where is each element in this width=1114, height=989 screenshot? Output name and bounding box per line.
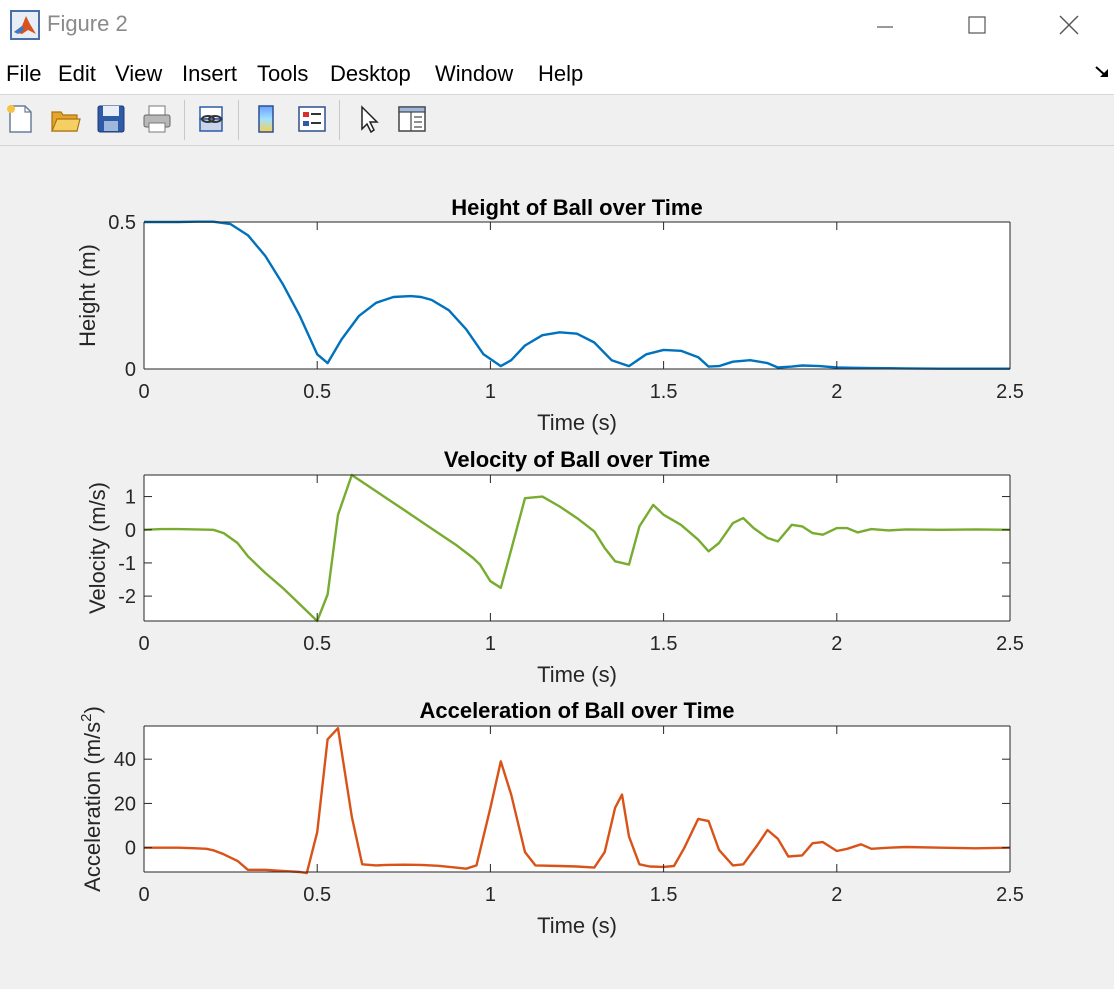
minimize-icon [877, 26, 893, 28]
save-icon [97, 105, 125, 133]
x-tick-label: 0 [138, 633, 149, 655]
colorbar-icon [258, 105, 274, 133]
legend-icon [298, 106, 326, 132]
x-axis-label: Time (s) [537, 662, 617, 687]
menu-file[interactable]: File [6, 61, 42, 86]
series-line [144, 220, 1010, 370]
pointer-icon [361, 105, 379, 134]
menu-window[interactable]: Window [435, 61, 514, 86]
x-tick-label: 0.5 [303, 381, 331, 403]
menu-help[interactable]: Help [538, 61, 584, 86]
series-line [144, 727, 1011, 875]
print-button[interactable] [139, 100, 175, 138]
axes-1: 0 0.5 1 1.5 2 2.5 0 0.5 Height of Ball over Time… [75, 195, 1024, 435]
y-tick-label: -2 [118, 586, 136, 608]
toolbar [0, 94, 1114, 146]
insert-legend-button[interactable] [294, 100, 330, 138]
y-tick-label: -1 [118, 553, 136, 575]
menu-insert[interactable]: Insert [182, 61, 238, 86]
save-button[interactable] [93, 100, 129, 138]
figure-plots: 0 0.5 1 1.5 2 2.5 0 0.5 Height of Ball over Time… [75, 195, 1024, 938]
axes-3: 0 0.5 1 1.5 2 2.5 0 20 40 Acceleration of Ball ov… [78, 698, 1024, 938]
y-tick-label: 0 [125, 359, 136, 381]
x-tick-label: 0 [138, 381, 149, 403]
axes-2: 0 0.5 1 1.5 2 2.5 -2 -1 0 1 Velocity of Ball over … [85, 447, 1024, 687]
open-file-button[interactable] [47, 100, 83, 138]
x-tick-label: 1 [485, 633, 496, 655]
x-axis-label: Time (s) [537, 410, 617, 435]
edit-plot-button[interactable] [350, 100, 386, 138]
x-tick-label: 1.5 [650, 633, 678, 655]
matlab-logo-icon [10, 10, 40, 40]
y-tick-label: 1 [125, 487, 136, 509]
y-tick-label: 0 [125, 838, 136, 860]
insert-colorbar-button[interactable] [248, 100, 284, 138]
open-file-icon [51, 111, 81, 132]
x-tick-label: 0.5 [303, 884, 331, 906]
x-tick-label: 1.5 [650, 381, 678, 403]
axes-title: Height of Ball over Time [451, 195, 702, 220]
maximize-icon [968, 16, 986, 34]
y-axis-label: Acceleration (m/s2) [78, 706, 105, 892]
window-title: Figure 2 [47, 11, 128, 36]
y-axis-label: Velocity (m/s) [85, 482, 110, 614]
x-tick-label: 2.5 [996, 633, 1024, 655]
y-tick-label: 0 [125, 520, 136, 542]
toolbar-separator [339, 100, 340, 140]
y-axis-label: Height (m) [75, 244, 100, 347]
x-tick-label: 1 [485, 381, 496, 403]
print-icon [143, 105, 171, 133]
x-tick-label: 1 [485, 884, 496, 906]
x-tick-label: 2 [831, 884, 842, 906]
maximize-button[interactable] [954, 0, 1000, 50]
axes-background [144, 475, 1010, 621]
axes-background [144, 726, 1010, 872]
x-tick-label: 0 [138, 884, 149, 906]
dock-arrow-icon[interactable] [1094, 64, 1110, 80]
menu-desktop[interactable]: Desktop [330, 61, 411, 86]
menu-tools[interactable]: Tools [257, 61, 309, 86]
x-axis-label: Time (s) [537, 913, 617, 938]
link-icon [199, 106, 223, 132]
x-tick-label: 2 [831, 381, 842, 403]
new-figure-icon [7, 105, 32, 133]
toolbar-separator [238, 100, 239, 140]
new-figure-button[interactable] [2, 100, 38, 138]
x-tick-label: 2 [831, 633, 842, 655]
axes-title: Velocity of Ball over Time [444, 447, 710, 472]
menu-view[interactable]: View [115, 61, 163, 86]
axes-title: Acceleration of Ball over Time [419, 698, 734, 723]
minimize-button[interactable] [862, 0, 908, 50]
x-tick-label: 0.5 [303, 633, 331, 655]
link-plot-button[interactable] [193, 100, 229, 138]
y-tick-label: 0.5 [108, 212, 136, 234]
toolbar-separator [184, 100, 185, 140]
x-tick-label: 2.5 [996, 884, 1024, 906]
close-icon [1059, 15, 1079, 35]
x-tick-label: 1.5 [650, 884, 678, 906]
title-bar [0, 0, 1114, 50]
menu-edit[interactable]: Edit [58, 61, 96, 86]
x-tick-label: 2.5 [996, 381, 1024, 403]
axes-background [144, 222, 1010, 369]
series-line [143, 473, 1011, 623]
y-tick-label: 40 [114, 749, 136, 771]
property-editor-button[interactable] [394, 100, 430, 138]
y-tick-label: 20 [114, 793, 136, 815]
property-editor-icon [398, 106, 426, 132]
menu-bar [0, 50, 1114, 94]
close-button[interactable] [1046, 0, 1092, 50]
figure-canvas: 0 0.5 1 1.5 2 2.5 0 0.5 Height of Ball over Time… [0, 146, 1114, 989]
